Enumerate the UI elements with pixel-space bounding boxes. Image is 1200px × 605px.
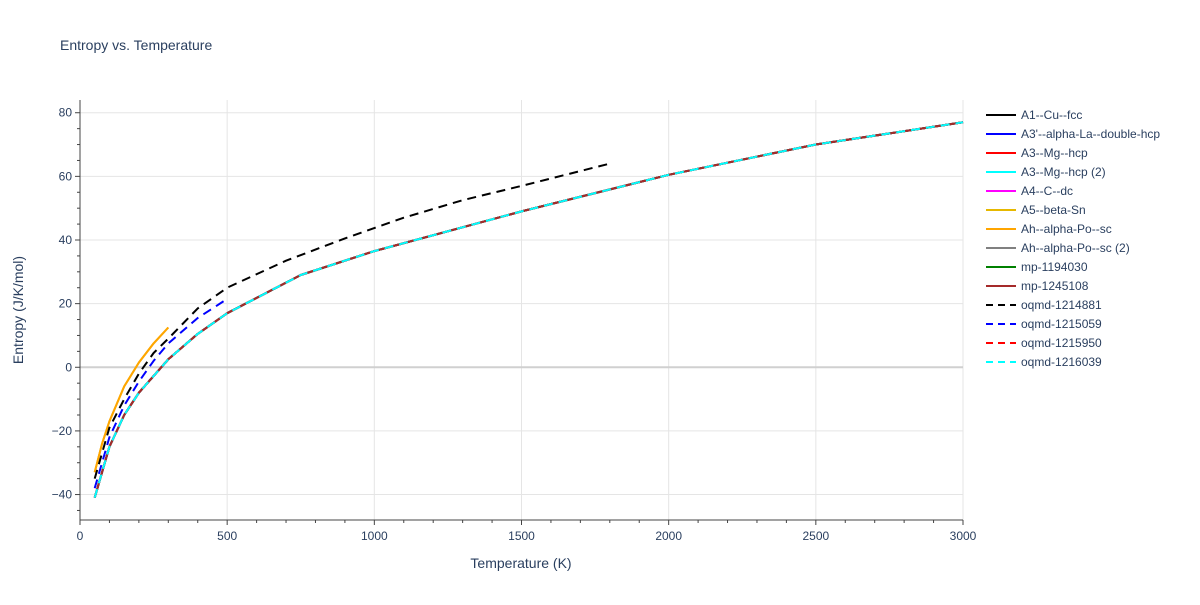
legend-label: A5--beta-Sn — [1021, 203, 1086, 217]
legend-label: A3--Mg--hcp — [1021, 146, 1088, 160]
y-axis-label: Entropy (J/K/mol) — [10, 256, 26, 364]
legend: A1--Cu--fcc A3'--alpha-La--double-hcp A3--… — [986, 108, 1160, 369]
legend-item: Ah--alpha-Po--sc (2) — [986, 241, 1130, 255]
legend-label: A4--C--dc — [1021, 184, 1073, 198]
series-line-ah-alpha-po-sc — [93, 326, 170, 473]
series-line-a3-mg-hcp-2- — [93, 121, 964, 498]
grid-layer — [80, 100, 964, 520]
legend-label: Ah--alpha-Po--sc — [1021, 222, 1112, 236]
legend-label: mp-1245108 — [1021, 279, 1089, 293]
legend-item: oqmd-1214881 — [986, 298, 1102, 312]
y-tick-label: −40 — [52, 488, 73, 502]
legend-item: mp-1245108 — [986, 279, 1089, 293]
y-tick-label: 40 — [59, 233, 73, 247]
y-tick-label: −20 — [52, 424, 73, 438]
legend-label: mp-1194030 — [1021, 260, 1088, 274]
legend-item: A3'--alpha-La--double-hcp — [986, 127, 1160, 141]
legend-item: A3--Mg--hcp — [986, 146, 1088, 160]
series-line-mp-1194030 — [93, 121, 964, 498]
series-line-mp-1245108 — [93, 121, 964, 498]
plot-layer — [93, 121, 964, 498]
legend-item: mp-1194030 — [986, 260, 1088, 274]
y-tick-label: 20 — [59, 297, 73, 311]
legend-label: oqmd-1214881 — [1021, 298, 1102, 312]
legend-label: A1--Cu--fcc — [1021, 108, 1082, 122]
legend-item: oqmd-1215950 — [986, 336, 1102, 350]
y-tick-label: 60 — [59, 169, 73, 183]
series-line-a5-beta-sn — [93, 326, 170, 473]
x-tick-label: 1000 — [361, 529, 388, 543]
chart-title: Entropy vs. Temperature — [60, 37, 212, 53]
y-tick-label: 0 — [65, 360, 72, 374]
legend-label: oqmd-1215059 — [1021, 317, 1102, 331]
series-line-ah-alpha-po-sc-2- — [93, 121, 964, 498]
x-tick-label: 2500 — [802, 529, 829, 543]
legend-label: Ah--alpha-Po--sc (2) — [1021, 241, 1130, 255]
series-line-a1-cu-fcc — [93, 121, 964, 498]
legend-label: A3--Mg--hcp (2) — [1021, 165, 1106, 179]
series-line-a3-alpha-la-double-hcp — [93, 121, 964, 498]
legend-item: oqmd-1216039 — [986, 355, 1102, 369]
legend-item: A4--C--dc — [986, 184, 1073, 198]
axis-layer: 0 500 1000 1500 2000 2500 3000 −40 −20 0 20 40 60 80 — [52, 100, 977, 543]
legend-label: A3'--alpha-La--double-hcp — [1021, 127, 1160, 141]
series-line-oqmd-1215950 — [93, 121, 964, 498]
y-tick-label: 80 — [59, 106, 73, 120]
series-line-a3-mg-hcp — [93, 121, 964, 498]
legend-item: oqmd-1215059 — [986, 317, 1102, 331]
legend-label: oqmd-1216039 — [1021, 355, 1102, 369]
x-tick-label: 2000 — [655, 529, 682, 543]
series-line-a4-c-dc — [93, 121, 964, 498]
legend-item: Ah--alpha-Po--sc — [986, 222, 1112, 236]
legend-item: A5--beta-Sn — [986, 203, 1086, 217]
series-line-oqmd-1215059 — [93, 298, 228, 489]
series-line-oqmd-1214881 — [93, 162, 611, 479]
series-line-oqmd-1216039 — [93, 121, 964, 498]
x-tick-label: 3000 — [950, 529, 977, 543]
x-tick-label: 500 — [217, 529, 237, 543]
x-tick-label: 1500 — [508, 529, 535, 543]
x-axis-label: Temperature (K) — [470, 555, 571, 571]
x-tick-label: 0 — [77, 529, 84, 543]
legend-item: A1--Cu--fcc — [986, 108, 1082, 122]
legend-label: oqmd-1215950 — [1021, 336, 1102, 350]
legend-item: A3--Mg--hcp (2) — [986, 165, 1106, 179]
